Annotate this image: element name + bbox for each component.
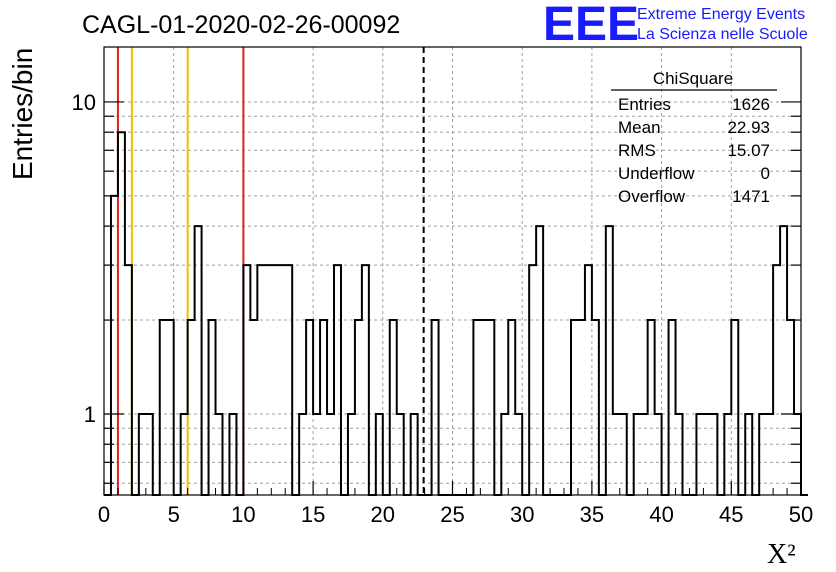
x-axis-label: X²: [767, 539, 796, 570]
x-tick-label: 10: [231, 502, 255, 527]
x-tick-label: 0: [98, 502, 110, 527]
eee-logo: EEE Extreme Energy Events La Scienza nel…: [543, 0, 808, 51]
axis-ticks: 0 5 10 15 20 25 30 35 40 45 50 1 10: [72, 90, 814, 527]
x-tick-label: 50: [789, 502, 813, 527]
y-tick-label: 10: [72, 90, 96, 115]
x-tick-label: 35: [580, 502, 604, 527]
stats-label: Mean: [618, 118, 661, 137]
logo-eee-text: EEE: [543, 0, 639, 51]
stats-title: ChiSquare: [653, 69, 733, 88]
logo-line-1: Extreme Energy Events: [637, 6, 805, 23]
stats-value: 0: [761, 164, 770, 183]
x-tick-label: 40: [649, 502, 673, 527]
chart-title: CAGL-01-2020-02-26-00092: [82, 11, 400, 39]
stats-value: 1626: [732, 95, 770, 114]
stats-value: 22.93: [727, 118, 770, 137]
stats-box: ChiSquare Entries 1626 Mean 22.93 RMS 15.07 Un…: [611, 69, 777, 206]
x-tick-label: 45: [719, 502, 743, 527]
x-tick-label: 5: [168, 502, 180, 527]
x-tick-label: 30: [510, 502, 534, 527]
stats-value: 1471: [732, 187, 770, 206]
logo-line-2: La Scienza nelle Scuole: [637, 26, 808, 43]
y-axis-label: Entries/bin: [7, 48, 38, 180]
plot-frame: [103, 46, 802, 496]
stats-label: Underflow: [618, 164, 695, 183]
x-tick-label: 25: [440, 502, 464, 527]
stats-value: 15.07: [727, 141, 770, 160]
stats-rows: Entries 1626 Mean 22.93 RMS 15.07 Underflow 0 Ov…: [618, 95, 770, 206]
stats-label: Entries: [618, 95, 671, 114]
stats-label: RMS: [618, 141, 656, 160]
x-tick-label: 20: [371, 502, 395, 527]
y-tick-label: 1: [84, 402, 96, 427]
x-tick-label: 15: [301, 502, 325, 527]
stats-label: Overflow: [618, 187, 686, 206]
